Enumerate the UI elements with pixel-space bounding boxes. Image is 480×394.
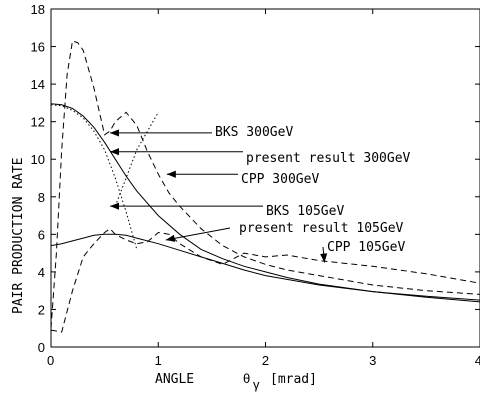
- annotation-layer: BKS 300GeV present result 300GeV CPP 300Ge…: [109, 125, 411, 263]
- annotation-label: CPP 300GeV: [241, 172, 319, 187]
- x-tick-label: 4: [475, 353, 480, 368]
- annotation-arrow: [320, 246, 328, 263]
- annotation-label: CPP 105GeV: [327, 240, 405, 255]
- x-tick-label: 1: [155, 353, 162, 368]
- annotation-arrow: [165, 227, 231, 242]
- annotation-label: present result 105GeV: [239, 221, 404, 236]
- y-axis-label: PAIR PRODUCTION RATE: [11, 157, 26, 314]
- x-axis-subscript: γ: [253, 377, 260, 392]
- series-line-5: [50, 228, 480, 333]
- series-line-1: [50, 103, 480, 303]
- series-line-2: [50, 40, 480, 329]
- y-tick-label: 0: [38, 340, 45, 355]
- y-tick-label: 4: [38, 265, 45, 280]
- x-tick-label: 0: [47, 353, 54, 368]
- y-tick-label: 6: [38, 227, 45, 242]
- x-axis-label: ANGLE: [155, 372, 194, 387]
- annotation-label: present result 300GeV: [246, 151, 411, 166]
- annotation-label: BKS 300GeV: [215, 125, 293, 140]
- y-tick-label: 18: [31, 2, 45, 17]
- y-tick-label: 12: [31, 115, 45, 130]
- series-line-4: [50, 233, 480, 301]
- y-tick-label: 14: [31, 77, 45, 92]
- x-tick-label: 2: [262, 353, 269, 368]
- y-tick-label: 2: [38, 302, 45, 317]
- x-axis-unit: [mrad]: [270, 372, 317, 387]
- x-tick-label: 3: [369, 353, 376, 368]
- series-line-0: [50, 104, 138, 250]
- axis-ticks: [50, 8, 480, 348]
- series-line-3: [114, 112, 159, 207]
- y-tick-label: 16: [31, 40, 45, 55]
- annotation-label: BKS 105GeV: [266, 204, 344, 219]
- y-tick-label: 8: [38, 190, 45, 205]
- y-tick-label: 10: [31, 152, 45, 167]
- x-axis-symbol: θ: [243, 371, 250, 386]
- series-layer: [50, 40, 480, 333]
